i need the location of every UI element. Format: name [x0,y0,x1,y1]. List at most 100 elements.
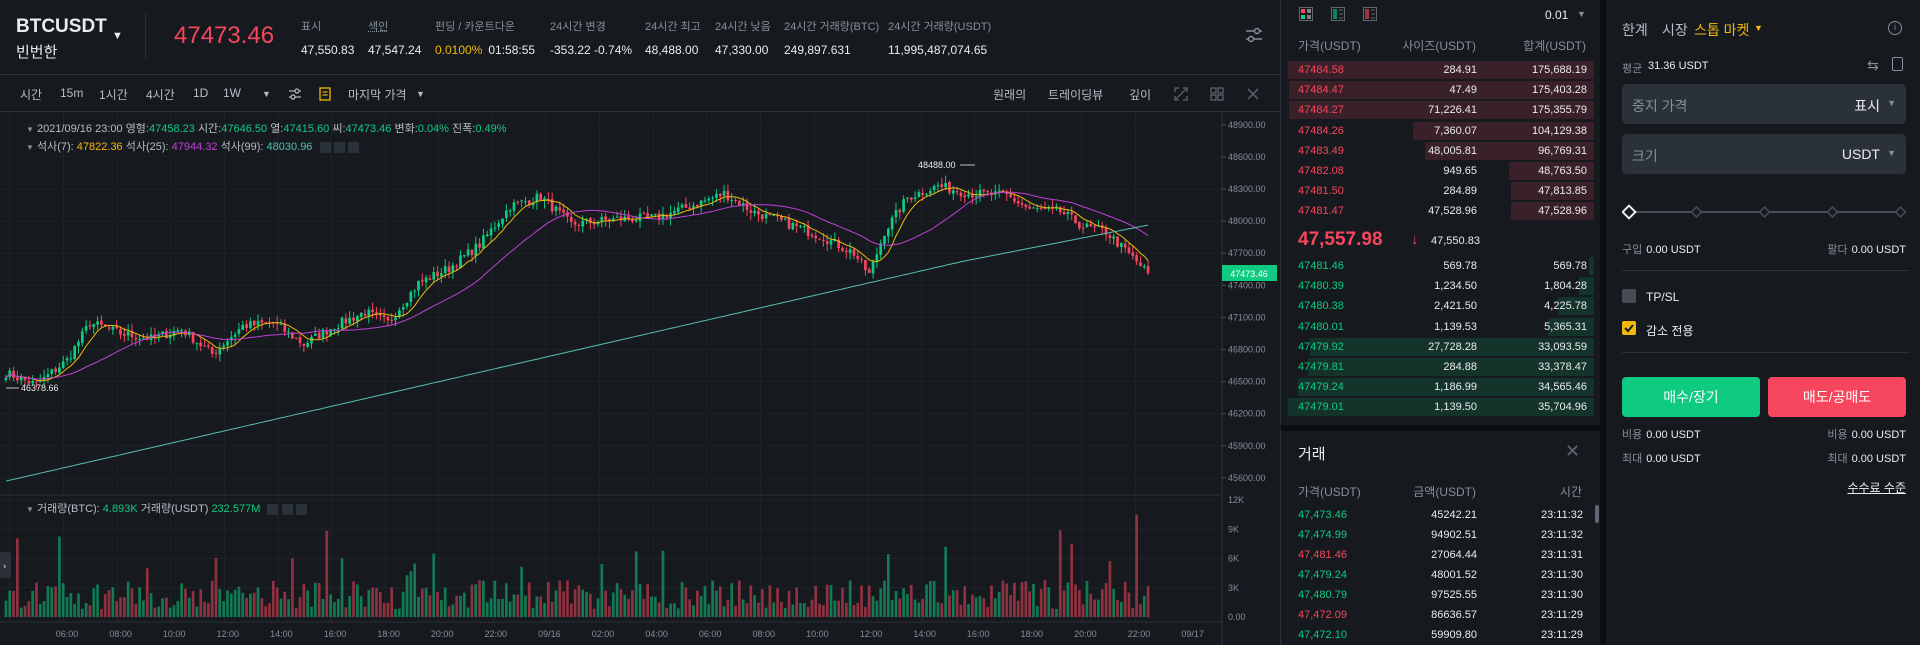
trade-amount: 97525.55 [1431,589,1477,601]
interval-15m[interactable]: 15m [60,86,84,100]
ask-row[interactable]: 47484.47 47.49 175,403.28 [1281,80,1601,100]
interval-1d[interactable]: 1D [193,86,209,100]
view-depth[interactable]: 깊이 [1129,88,1152,102]
interval-time[interactable]: 시간 [20,88,43,102]
indicator-settings-icon[interactable] [288,88,302,100]
tab-stop-market[interactable]: 스톱 마켓 [1694,22,1750,38]
ask-row[interactable]: 47484.27 71,226.41 175,355.79 [1281,100,1601,120]
more-intervals-icon[interactable]: ▼ [262,89,271,99]
orderbook-both-icon[interactable] [1299,7,1313,21]
ask-row[interactable]: 47484.26 7,360.07 104,129.38 [1281,121,1601,141]
collapse-caret-icon[interactable]: ▼ [26,505,34,514]
reduce-only-checkbox[interactable] [1622,321,1636,335]
volume-bar [787,590,791,617]
stat-value: 48,488.00 [645,43,699,57]
chevron-right-icon[interactable]: › [3,562,7,572]
size-slider[interactable] [1622,204,1912,220]
close-indicator-icon[interactable] [295,503,307,515]
chevron-down-icon[interactable]: ▼ [1887,148,1896,158]
candle-body [806,225,810,236]
volume-bar [157,606,161,617]
volume-bar [249,593,252,617]
bid-price: 47480.38 [1298,300,1344,313]
candle-body [409,291,413,302]
tab-limit[interactable]: 한계 [1622,22,1648,38]
close-icon[interactable]: ✕ [1565,441,1581,461]
symbol-name[interactable]: BTCUSDT [16,16,107,37]
stop-price-input[interactable]: 중지 가격 표시 ▼ [1622,84,1906,124]
candle-body [852,249,856,256]
bid-row[interactable]: 47479.01 1,139.50 35,704.96 [1281,397,1601,417]
x-tick-label: 06:00 [699,629,722,639]
bid-row[interactable]: 47479.81 284.88 33,378.47 [1281,357,1601,377]
tpsl-checkbox[interactable] [1622,289,1636,303]
volume-bar [1112,588,1116,617]
volume-bar [386,602,390,617]
eye-toggle-icon[interactable] [267,503,279,515]
info-icon[interactable]: i [1888,21,1902,35]
ask-row[interactable]: 47481.50 284.89 47,813.85 [1281,181,1601,201]
price-type-caret-icon[interactable]: ▼ [416,89,425,99]
precision-select[interactable]: 0.01 [1545,8,1569,22]
candle-body [577,225,581,227]
ask-price: 47481.50 [1298,185,1344,198]
candle-body [795,223,798,226]
sell-short-button[interactable]: 매도/공매도 [1768,377,1906,417]
collapse-caret-icon[interactable]: ▼ [26,125,34,134]
price-type-select[interactable]: 마지막 가격 [348,88,407,102]
bid-row[interactable]: 47480.39 1,234.50 1,804.28 [1281,276,1601,296]
notes-icon[interactable] [319,87,331,101]
ask-row[interactable]: 47482.08 949.65 48,763.50 [1281,161,1601,181]
candle-body [470,249,474,256]
buy-long-button[interactable]: 매수/장기 [1622,377,1760,417]
trade-amount: 45242.21 [1431,509,1477,521]
chevron-down-icon[interactable]: ▼ [1887,98,1896,108]
volume-bar [191,590,195,617]
stat-24h-change: 24시간 변경 -353.22 -0.74% [550,18,632,57]
transfer-icon[interactable]: ⇆ [1867,57,1879,73]
volume-bar [96,584,99,617]
calculator-icon[interactable] [1892,57,1903,71]
symbol-dropdown-icon[interactable]: ▼ [112,30,123,42]
settings-toggle-icon[interactable] [281,503,293,515]
orderbook-asks-icon[interactable] [1363,7,1377,21]
ask-row[interactable]: 47483.49 48,005.81 96,769.31 [1281,141,1601,161]
bid-row[interactable]: 47480.01 1,139.53 5,365.31 [1281,317,1601,337]
interval-4h[interactable]: 4시간 [146,88,175,102]
order-type-caret-icon[interactable]: ▼ [1754,23,1763,33]
volume-bar [462,592,466,617]
settings-sliders-icon[interactable] [1244,25,1264,45]
fee-level-link[interactable]: 수수료 수준 [1847,481,1906,495]
size-input[interactable]: 크기 USDT ▼ [1622,134,1906,174]
fullscreen-icon[interactable] [1174,87,1188,101]
high-value: 47646.50 [221,123,268,135]
ask-row[interactable]: 47484.58 284.91 175,688.19 [1281,60,1601,80]
precision-caret-icon[interactable]: ▼ [1577,9,1586,19]
collapse-caret-icon[interactable]: ▼ [26,143,34,152]
bid-row[interactable]: 47479.92 27,728.28 33,093.59 [1281,337,1601,357]
bid-row[interactable]: 47479.24 1,186.99 34,565.46 [1281,377,1601,397]
interval-1h[interactable]: 1시간 [99,88,128,102]
volume-bar [730,583,734,617]
bid-row[interactable]: 47480.38 2,421.50 4,225.78 [1281,296,1601,316]
price-chart[interactable]: 48900.00 48600.00 48300.00 48000.00 47700.00… [0,112,1280,645]
size-unit[interactable]: USDT [1841,146,1880,162]
candle-body [417,280,420,291]
bid-row[interactable]: 47481.46 569.78 569.78 [1281,256,1601,276]
stop-price-type[interactable]: 표시 [1854,98,1880,114]
layout-grid-icon[interactable] [1210,87,1224,101]
tab-market[interactable]: 시장 [1662,22,1688,38]
close-chart-icon[interactable] [1247,88,1259,100]
depth-bar [1288,101,1594,120]
trades-scrollbar[interactable] [1595,505,1599,523]
orderbook-bids-icon[interactable] [1331,7,1345,21]
close-indicator-icon[interactable] [347,141,359,153]
view-original[interactable]: 원래의 [993,88,1027,102]
ask-row[interactable]: 47481.47 47,528.96 47,528.96 [1281,201,1601,221]
collapse-panel-handle[interactable] [0,552,11,578]
settings-toggle-icon[interactable] [333,141,345,153]
eye-toggle-icon[interactable] [319,141,331,153]
view-tradingview[interactable]: 트레이딩뷰 [1048,88,1104,102]
x-tick-label: 16:00 [324,629,347,639]
interval-1w[interactable]: 1W [223,86,241,100]
